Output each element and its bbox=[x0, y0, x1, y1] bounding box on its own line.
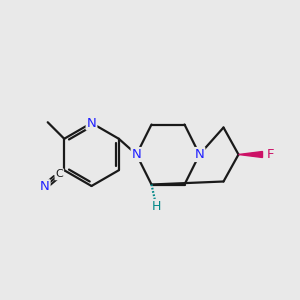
Text: N: N bbox=[132, 148, 141, 161]
Polygon shape bbox=[238, 152, 262, 158]
Text: F: F bbox=[267, 148, 274, 161]
Text: N: N bbox=[195, 148, 204, 161]
Text: H: H bbox=[152, 200, 161, 213]
Text: C: C bbox=[56, 169, 63, 179]
Text: N: N bbox=[87, 116, 96, 130]
Text: N: N bbox=[40, 180, 50, 193]
